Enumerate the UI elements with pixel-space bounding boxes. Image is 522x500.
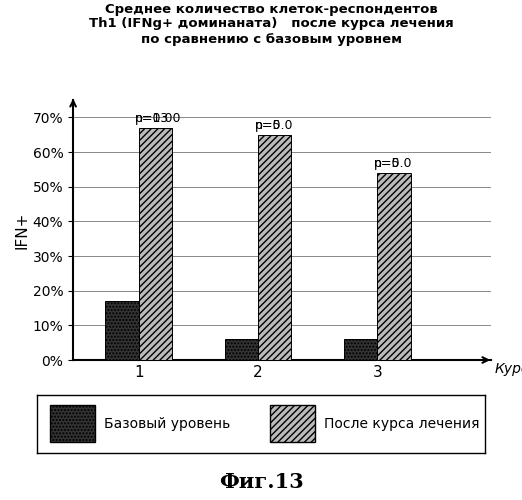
Bar <box>258 134 291 360</box>
Text: n=5: n=5 <box>374 157 400 170</box>
Text: p=0.0: p=0.0 <box>374 142 412 170</box>
Bar <box>344 339 377 360</box>
Text: После курса лечения: После курса лечения <box>324 417 479 430</box>
Text: n=5: n=5 <box>255 119 281 132</box>
Text: n=13: n=13 <box>135 112 170 125</box>
Text: Фиг.13: Фиг.13 <box>219 472 303 492</box>
Bar <box>377 173 411 360</box>
Text: p=0.00: p=0.00 <box>135 97 182 125</box>
Text: Базовый уровень: Базовый уровень <box>104 417 230 430</box>
Bar <box>105 301 139 360</box>
Text: p=0.0: p=0.0 <box>255 104 293 132</box>
Text: Курс: Курс <box>494 362 522 376</box>
Bar <box>270 406 315 442</box>
Bar <box>139 128 172 360</box>
Bar <box>224 339 258 360</box>
Bar <box>50 406 95 442</box>
Y-axis label: IFN+: IFN+ <box>15 212 30 248</box>
Text: Среднее количество клеток-респондентов
Th1 (IFNg+ доминаната)   после курса лече: Среднее количество клеток-респондентов T… <box>89 2 454 46</box>
